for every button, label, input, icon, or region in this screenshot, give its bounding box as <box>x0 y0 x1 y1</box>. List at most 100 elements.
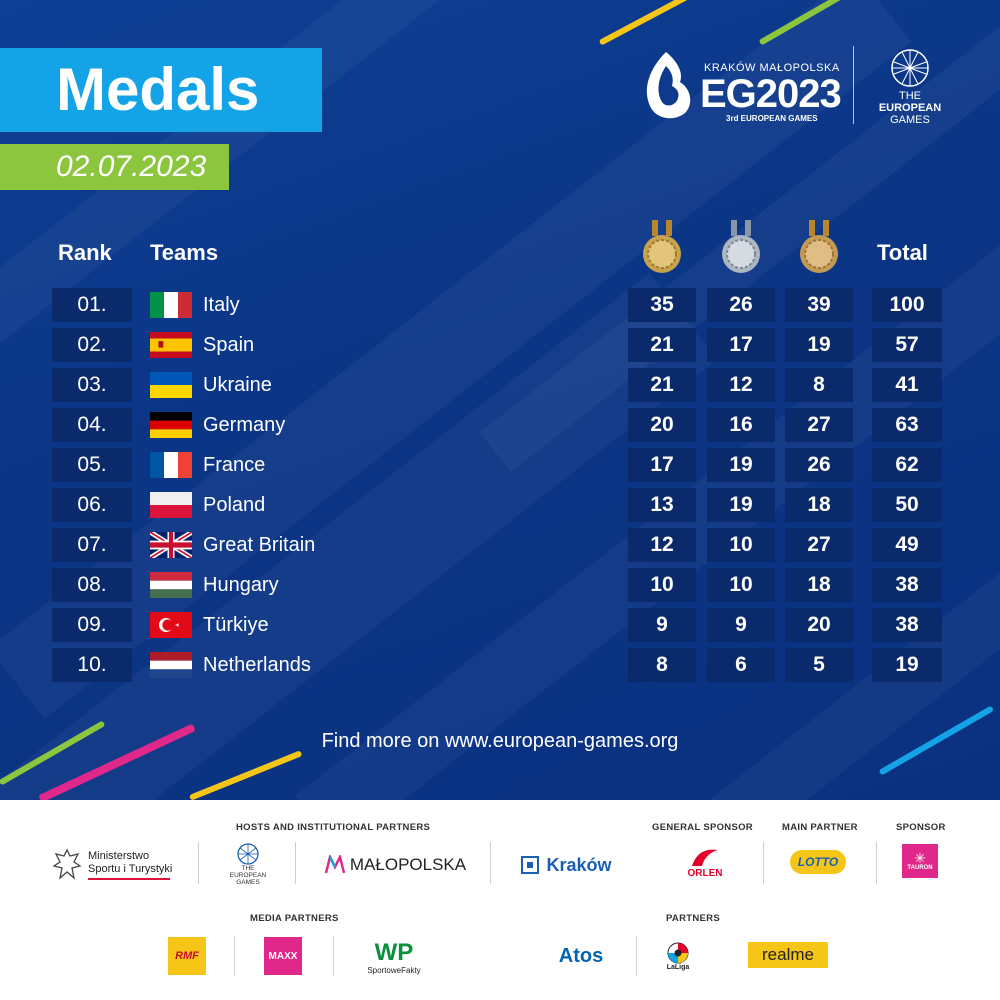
bronze-count: 26 <box>785 448 853 482</box>
rank-cell: 06. <box>52 488 132 522</box>
partners-label: PARTNERS <box>666 913 720 924</box>
silver-count: 19 <box>707 488 775 522</box>
krakow-logo: Kraków <box>506 848 626 882</box>
team-name: Great Britain <box>203 534 316 556</box>
globe-icon <box>237 842 259 865</box>
rank-cell: 05. <box>52 448 132 482</box>
team-name: Ukraine <box>203 374 272 396</box>
page-title: Medals <box>0 48 322 132</box>
gold-count: 20 <box>628 408 696 442</box>
total-count: 50 <box>872 488 942 522</box>
bronze-count: 20 <box>785 608 853 642</box>
eg2023-logo: KRAKÓW MAŁOPOLSKA EG2023 3rd EUROPEAN GA… <box>636 48 846 128</box>
total-count: 62 <box>872 448 942 482</box>
rmf-text: RMF <box>175 950 199 962</box>
hungary-flag-icon <box>150 572 192 598</box>
sportowefakty-logo: WP SportoweFakty <box>356 934 432 980</box>
table-row: 05. France 17 19 26 62 <box>0 448 1000 482</box>
spain-flag-icon <box>150 332 192 358</box>
silver-count: 17 <box>707 328 775 362</box>
gold-count: 9 <box>628 608 696 642</box>
rank-cell: 07. <box>52 528 132 562</box>
malopolska-text: MAŁOPOLSKA <box>759 62 840 74</box>
wp-text: WP <box>374 938 414 966</box>
krakow-text: KRAKÓW <box>704 62 756 74</box>
m-mark-icon <box>324 855 346 874</box>
table-row: 03. Ukraine 21 12 8 41 <box>0 368 1000 402</box>
flame-icon <box>646 52 691 119</box>
gold-count: 17 <box>628 448 696 482</box>
eg2023-text: EG2023 <box>700 72 842 116</box>
website-link[interactable]: Find more on www.european-games.org <box>321 730 679 752</box>
date-label: 02.07.2023 <box>0 144 229 190</box>
rank-cell: 03. <box>52 368 132 402</box>
table-row: 02. Spain 21 17 19 57 <box>0 328 1000 362</box>
tauron-logo: ✳ TAURON <box>902 844 938 878</box>
teg-sponsor-line2: EUROPEAN <box>229 871 267 879</box>
divider <box>636 936 637 976</box>
bronze-count: 5 <box>785 648 853 682</box>
maxx-text: MAXX <box>268 950 298 962</box>
realme-logo: realme <box>748 942 828 968</box>
team-name: Germany <box>203 414 286 436</box>
krakow-text: Kraków <box>546 854 612 875</box>
team-name: Spain <box>203 334 255 356</box>
gold-count: 10 <box>628 568 696 602</box>
ministry-line1: Ministerstwo <box>88 850 150 862</box>
european-games-logo: THE EUROPEAN GAMES <box>870 48 950 126</box>
table-row: 01. Italy 35 26 39 100 <box>0 288 1000 322</box>
gold-count: 35 <box>628 288 696 322</box>
silver-count: 26 <box>707 288 775 322</box>
rank-cell: 08. <box>52 568 132 602</box>
divider <box>333 936 334 976</box>
ministry-logo: Ministerstwo Sportu i Turystyki <box>52 840 182 890</box>
orlen-text: ORLEN <box>687 867 723 879</box>
silver-count: 19 <box>707 448 775 482</box>
italy-flag-icon <box>150 292 192 318</box>
table-row: 04. Germany 20 16 27 63 <box>0 408 1000 442</box>
total-count: 38 <box>872 568 942 602</box>
bronze-count: 18 <box>785 568 853 602</box>
rank-cell: 02. <box>52 328 132 362</box>
tauron-text: TAURON <box>907 865 933 871</box>
orlen-logo: ORLEN <box>672 842 738 882</box>
teg-line2: EUROPEAN <box>878 102 942 114</box>
rmf-logo: RMF <box>168 937 206 975</box>
table-row: 08. Hungary 10 10 18 38 <box>0 568 1000 602</box>
bronze-count: 18 <box>785 488 853 522</box>
germany-flag-icon <box>150 412 192 438</box>
lotto-text: LOTTO <box>789 850 847 874</box>
laliga-logo: LaLiga <box>656 936 700 976</box>
divider <box>198 842 199 884</box>
rank-cell: 09. <box>52 608 132 642</box>
total-count: 100 <box>872 288 942 322</box>
total-count: 38 <box>872 608 942 642</box>
poland-flag-icon <box>150 492 192 518</box>
ukraine-flag-icon <box>150 372 192 398</box>
silver-count: 16 <box>707 408 775 442</box>
divider <box>876 842 877 884</box>
teg-sponsor-line3: GAMES <box>236 878 260 886</box>
total-count: 19 <box>872 648 942 682</box>
rank-header: Rank <box>58 240 112 265</box>
silver-medal-icon <box>722 220 760 273</box>
table-row: 07. Great Britain 12 10 27 49 <box>0 528 1000 562</box>
atos-logo: Atos <box>548 940 614 972</box>
main-partner-label: MAIN PARTNER <box>782 822 858 833</box>
bronze-medal-icon <box>800 220 838 273</box>
divider <box>490 842 491 884</box>
gold-count: 12 <box>628 528 696 562</box>
general-sponsor-label: GENERAL SPONSOR <box>652 822 753 833</box>
team-name: Italy <box>203 294 240 316</box>
teg-sponsor-line1: THE <box>241 864 255 872</box>
logo-divider <box>853 46 854 124</box>
bronze-count: 19 <box>785 328 853 362</box>
team-name: France <box>203 454 266 476</box>
bronze-count: 27 <box>785 528 853 562</box>
krakow-mark-icon <box>521 856 540 874</box>
netherlands-flag-icon <box>150 652 192 678</box>
silver-count: 12 <box>707 368 775 402</box>
bronze-count: 39 <box>785 288 853 322</box>
media-partners-label: MEDIA PARTNERS <box>250 913 339 924</box>
total-count: 57 <box>872 328 942 362</box>
